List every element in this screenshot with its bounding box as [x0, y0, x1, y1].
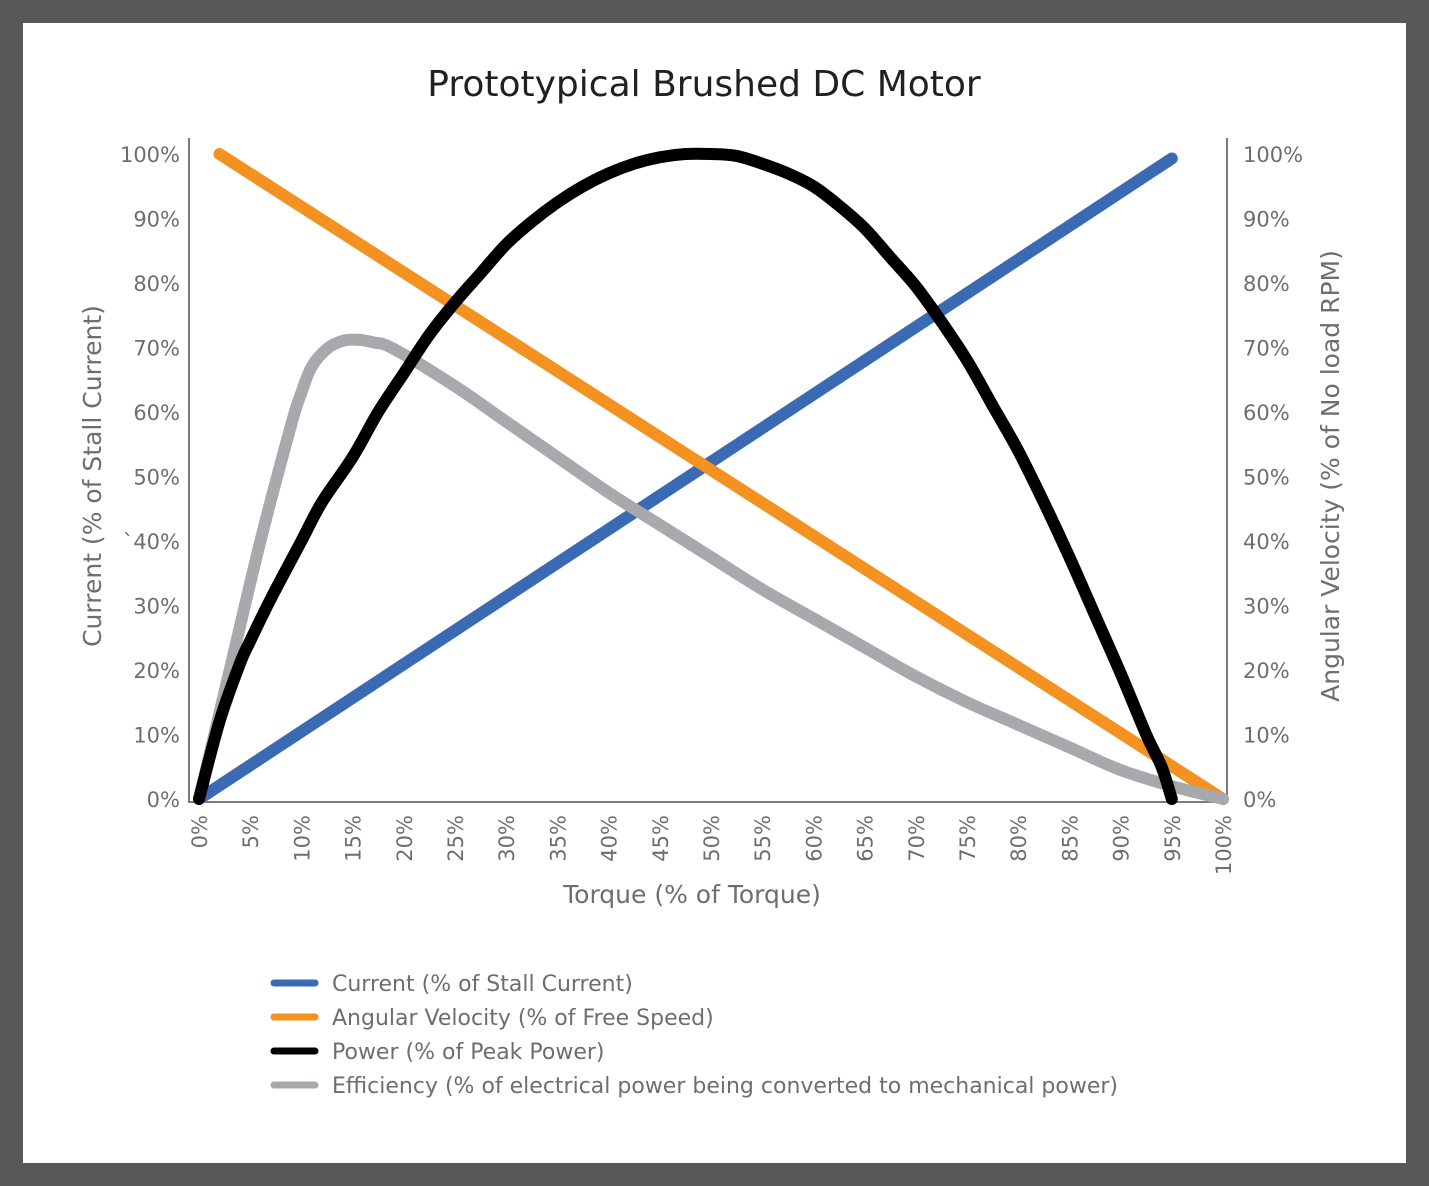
x-tick-label: 75%: [956, 815, 980, 862]
x-tick-label: 5%: [239, 815, 263, 848]
series-line-0: [193, 152, 1178, 805]
y-tick-label-left: 70%: [133, 337, 180, 361]
x-tick-label: 15%: [342, 815, 366, 862]
x-tick-label: 25%: [444, 815, 468, 862]
y-tick-label-left: 60%: [133, 401, 180, 425]
x-tick-label: 45%: [649, 815, 673, 862]
y-tick-label-right: 0%: [1243, 788, 1276, 812]
y-tick-label-left: 0%: [147, 788, 180, 812]
y-tick-label-left: 80%: [133, 272, 180, 296]
x-axis-label: Torque (% of Torque): [562, 880, 821, 909]
x-tick-label: 80%: [1007, 815, 1031, 862]
legend-label: Current (% of Stall Current): [332, 972, 633, 997]
legend-label: Power (% of Peak Power): [332, 1040, 605, 1065]
y-ticks-left: 0% 10% 20% 30% `40% 50% 60% 70% 80% 90% 100%: [120, 143, 180, 812]
legend-label: Efficiency (% of electrical power being …: [332, 1074, 1118, 1099]
x-tick-label: 70%: [905, 815, 929, 862]
y-ticks-right: 0% 10% 20% 30% 40% 50% 60% 70% 80% 90% 100%: [1243, 143, 1303, 812]
y-tick-label-left: 30%: [133, 595, 180, 619]
y-tick-label-right: 10%: [1243, 724, 1290, 748]
x-tick-label: 100%: [1212, 815, 1236, 875]
chart: Prototypical Brushed DC Motor 0% 10% 20% 30…: [78, 64, 1345, 1099]
x-tick-label: 55%: [751, 815, 775, 862]
y-tick-label-left: 20%: [133, 659, 180, 683]
x-tick-label: 85%: [1058, 815, 1082, 862]
chart-frame: Prototypical Brushed DC Motor 0% 10% 20% 30…: [23, 23, 1406, 1163]
y-tick-label-left: `40%: [123, 530, 180, 554]
x-tick-label: 0%: [188, 815, 212, 848]
y-tick-label-right: 20%: [1243, 659, 1290, 683]
series-line-3: [193, 333, 1229, 805]
y-tick-label-right: 40%: [1243, 530, 1290, 554]
x-ticks: 0% 5% 10% 15% 20% 25% 30% 35% 40% 45% 50% 55% 60% 65%…: [188, 815, 1236, 875]
chart-title: Prototypical Brushed DC Motor: [427, 64, 981, 105]
series-lines: [193, 147, 1229, 805]
x-tick-label: 30%: [495, 815, 519, 862]
y-tick-label-left: 50%: [133, 466, 180, 490]
y-axis-label-left: Current (% of Stall Current): [78, 305, 107, 647]
legend-label: Angular Velocity (% of Free Speed): [332, 1006, 714, 1031]
legend: Current (% of Stall Current) Angular Velo…: [270, 972, 1118, 1099]
series-line-1: [213, 148, 1229, 805]
y-tick-label-left: 90%: [133, 208, 180, 232]
y-tick-label-left: 10%: [133, 724, 180, 748]
x-tick-label: 50%: [700, 815, 724, 862]
x-tick-label: 90%: [1110, 815, 1134, 862]
y-tick-label-right: 50%: [1243, 466, 1290, 490]
x-tick-label: 40%: [598, 815, 622, 862]
x-tick-label: 10%: [290, 815, 314, 862]
y-tick-label-right: 80%: [1243, 272, 1290, 296]
x-tick-label: 20%: [393, 815, 417, 862]
x-tick-label: 35%: [546, 815, 570, 862]
y-tick-label-right: 30%: [1243, 595, 1290, 619]
x-tick-label: 65%: [854, 815, 878, 862]
x-tick-label: 95%: [1161, 815, 1185, 862]
y-axis-label-right: Angular Velocity (% of No load RPM): [1316, 250, 1345, 702]
y-tick-label-right: 60%: [1243, 401, 1290, 425]
y-tick-label-right: 90%: [1243, 208, 1290, 232]
y-tick-label-right: 70%: [1243, 337, 1290, 361]
y-tick-label-left: 100%: [120, 143, 180, 167]
y-tick-label-right: 100%: [1243, 143, 1303, 167]
x-tick-label: 60%: [802, 815, 826, 862]
series-line-2: [193, 147, 1178, 805]
